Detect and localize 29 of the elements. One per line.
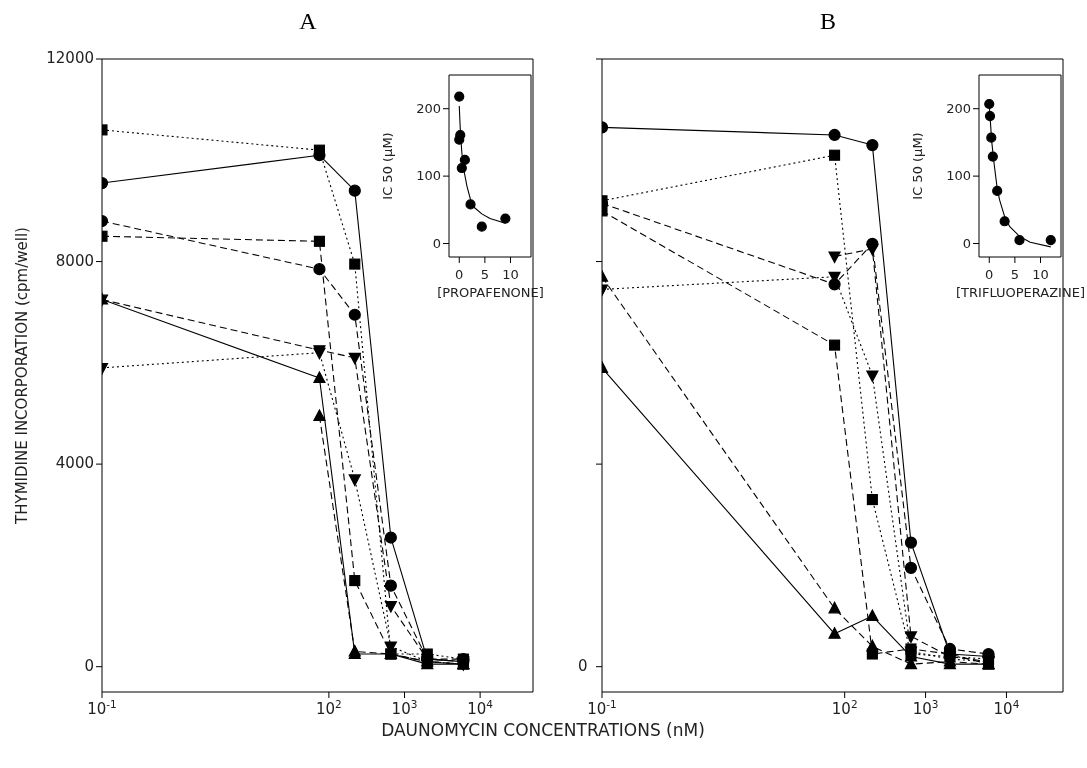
x-tick-label: 10 (502, 267, 519, 282)
x-axis-title: DAUNOMYCIN CONCENTRATIONS (nM) (380, 720, 706, 740)
x-tick-label: 10$^{4}$ (993, 698, 1020, 718)
y-tick-label: 100 (946, 168, 971, 184)
y-tick-label: 8000 (55, 251, 94, 270)
x-tick-label: 10$^{3}$ (391, 698, 418, 718)
y-tick-label: 100 (416, 168, 441, 184)
x-tick-label: 10$^{3}$ (912, 698, 939, 718)
x-tick-label: 5 (1010, 267, 1020, 282)
y-tick-label: 12000 (46, 49, 94, 67)
y-tick-label: 4000 (55, 454, 94, 473)
x-tick-label: 10$^{2}$ (315, 698, 342, 718)
y-tick-label: 200 (946, 100, 971, 116)
y-tick-label: 0 (84, 656, 94, 675)
x-tick-label: 10$^{-1}$ (587, 698, 617, 718)
x-tick-label: 10 (1032, 267, 1049, 282)
x-tick-label: 0 (985, 267, 994, 282)
x-tick-label: 10$^{4}$ (467, 698, 494, 718)
y-axis-title: THYMIDINE INCORPORATION (cpm/well) (13, 227, 32, 525)
x-tick-label: 0 (455, 267, 464, 282)
chart-title: B (819, 8, 837, 35)
y-tick-label: 0 (962, 235, 971, 251)
x-tick-label: 10$^{2}$ (831, 698, 858, 718)
x-tick-label: 5 (480, 267, 490, 282)
chart-title: A (298, 8, 318, 35)
x-tick-label: 10$^{-1}$ (87, 698, 117, 718)
y-tick-label: 0 (432, 235, 441, 251)
text: 0 (578, 656, 588, 675)
y-tick-label: 200 (416, 100, 441, 116)
